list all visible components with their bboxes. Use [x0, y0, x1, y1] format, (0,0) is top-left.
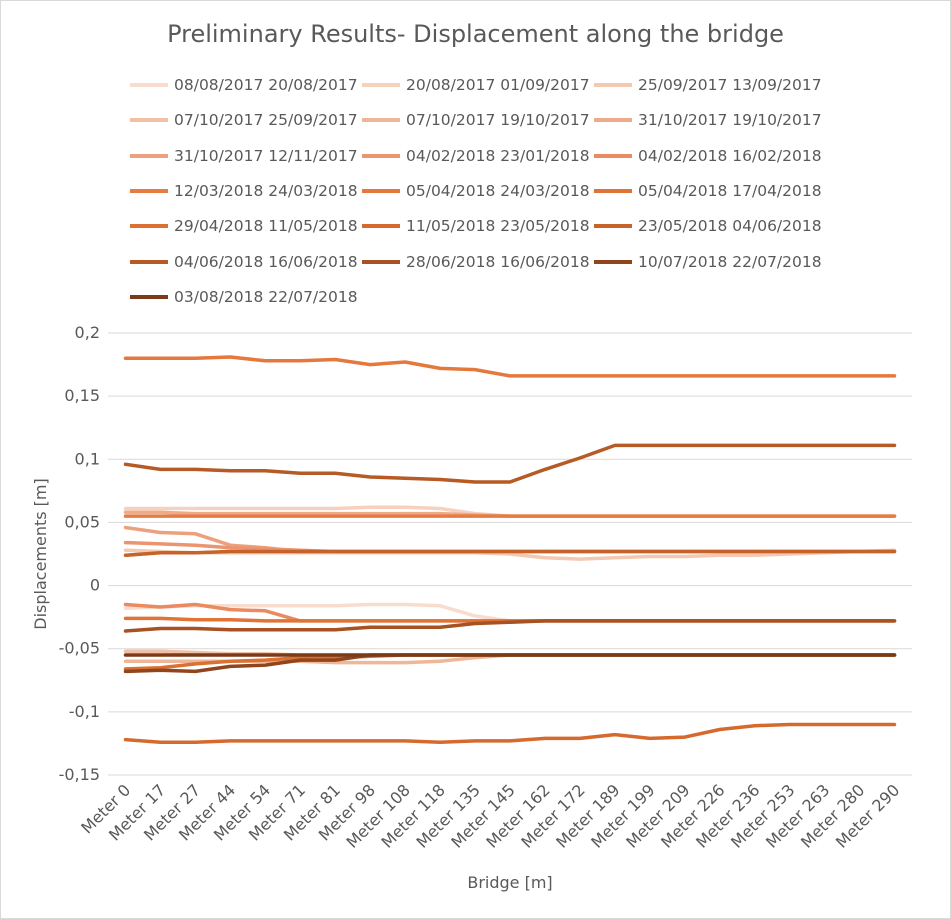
series-line: [123, 653, 897, 674]
legend-item: 28/06/2018 16/06/2018: [362, 247, 590, 277]
legend-item: 04/06/2018 16/06/2018: [130, 247, 358, 277]
legend-swatch: [130, 259, 168, 264]
series-line: [123, 355, 897, 378]
legend-item: 10/07/2018 22/07/2018: [594, 247, 822, 277]
legend-item: 05/04/2018 24/03/2018: [362, 176, 590, 206]
series-line: [123, 619, 897, 633]
legend-item: 08/08/2017 20/08/2017: [130, 70, 358, 100]
legend-label: 07/10/2017 19/10/2017: [406, 111, 590, 130]
legend-label: 28/06/2018 16/06/2018: [406, 252, 590, 271]
legend-swatch: [130, 224, 168, 229]
legend-label: 04/06/2018 16/06/2018: [174, 252, 358, 271]
legend-label: 31/10/2017 12/11/2017: [174, 146, 358, 165]
y-tick-label: 0,05: [64, 512, 100, 531]
y-tick-label: 0,15: [64, 386, 100, 405]
legend-swatch: [594, 153, 632, 158]
legend-item: 25/09/2017 13/09/2017: [594, 70, 822, 100]
legend-item: 23/05/2018 04/06/2018: [594, 211, 822, 241]
series-line: [123, 722, 897, 744]
series-line: [123, 443, 897, 484]
legend-swatch: [130, 83, 168, 87]
legend-swatch: [362, 188, 400, 193]
legend-item: 04/02/2018 23/01/2018: [362, 141, 590, 171]
legend-label: 05/04/2018 17/04/2018: [638, 181, 822, 200]
legend-swatch: [362, 153, 400, 158]
legend-item: 07/10/2017 19/10/2017: [362, 105, 590, 135]
legend-swatch: [130, 188, 168, 193]
y-tick-label: 0,1: [75, 449, 100, 468]
series-line: [123, 549, 897, 558]
legend-label: 31/10/2017 19/10/2017: [638, 111, 822, 130]
legend-swatch: [130, 153, 168, 158]
legend-label: 29/04/2018 11/05/2018: [174, 217, 358, 236]
legend-label: 11/05/2018 23/05/2018: [406, 217, 590, 236]
legend-swatch: [594, 188, 632, 193]
legend-swatch: [130, 294, 168, 299]
legend-label: 20/08/2017 01/09/2017: [406, 76, 590, 94]
legend-label: 04/02/2018 16/02/2018: [638, 146, 822, 165]
y-tick-label: -0,1: [69, 702, 100, 721]
legend-label: 04/02/2018 23/01/2018: [406, 146, 590, 165]
legend-label: 25/09/2017 13/09/2017: [638, 76, 822, 94]
legend-swatch: [362, 224, 400, 229]
legend-swatch: [362, 259, 400, 264]
legend-swatch: [594, 259, 632, 264]
legend-label: 05/04/2018 24/03/2018: [406, 181, 590, 200]
legend-swatch: [594, 224, 632, 229]
legend-item: 12/03/2018 24/03/2018: [130, 176, 358, 206]
legend-swatch: [362, 83, 400, 87]
legend-label: 03/08/2018 22/07/2018: [174, 287, 358, 306]
legend-label: 08/08/2017 20/08/2017: [174, 76, 358, 94]
legend-label: 12/03/2018 24/03/2018: [174, 181, 358, 200]
legend-swatch: [130, 118, 168, 123]
legend-item: 05/04/2018 17/04/2018: [594, 176, 822, 206]
legend-item: 31/10/2017 12/11/2017: [130, 141, 358, 171]
legend-item: 04/02/2018 16/02/2018: [594, 141, 822, 171]
legend-swatch: [362, 118, 400, 123]
y-tick-label: -0,15: [59, 765, 100, 784]
y-tick-label: 0: [90, 576, 100, 595]
legend-item: 31/10/2017 19/10/2017: [594, 105, 822, 135]
legend-label: 07/10/2017 25/09/2017: [174, 111, 358, 130]
legend-label: 10/07/2018 22/07/2018: [638, 252, 822, 271]
legend-item: 11/05/2018 23/05/2018: [362, 211, 590, 241]
legend-swatch: [594, 118, 632, 123]
chart-title: Preliminary Results- Displacement along …: [167, 20, 784, 48]
legend-item: 20/08/2017 01/09/2017: [362, 70, 590, 100]
y-tick-label: -0,05: [59, 639, 100, 658]
legend-label: 23/05/2018 04/06/2018: [638, 217, 822, 236]
y-axis-title: Displacements [m]: [31, 478, 50, 629]
legend-item: 03/08/2018 22/07/2018: [130, 282, 358, 312]
legend-item: 29/04/2018 11/05/2018: [130, 211, 358, 241]
y-tick-label: 0,2: [75, 323, 100, 342]
x-axis-title: Bridge [m]: [467, 873, 552, 892]
legend-item: 07/10/2017 25/09/2017: [130, 105, 358, 135]
legend-swatch: [594, 83, 632, 87]
